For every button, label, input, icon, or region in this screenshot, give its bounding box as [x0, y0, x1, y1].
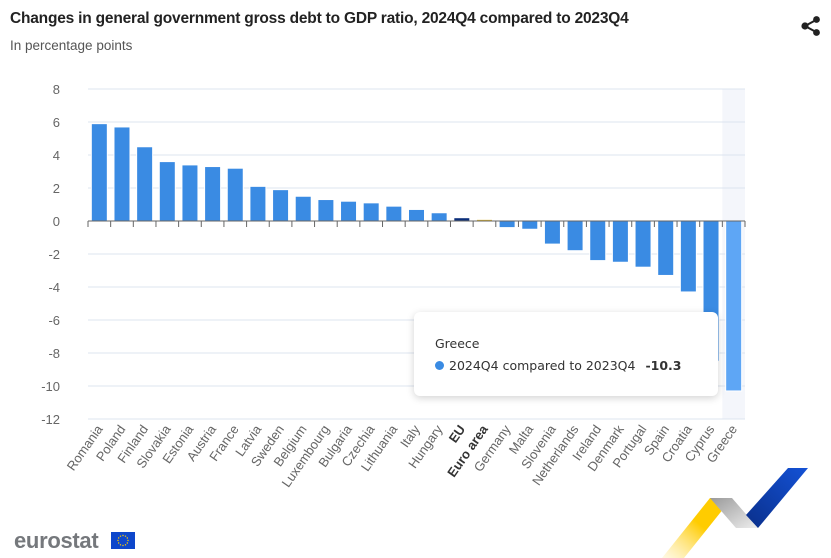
- flag-star: [126, 542, 129, 544]
- chart-subtitle: In percentage points: [10, 38, 133, 53]
- bar-portugal[interactable]: [634, 220, 652, 268]
- bar-greece[interactable]: [725, 220, 743, 392]
- bar-luxembourg[interactable]: [317, 199, 335, 222]
- flag-star: [119, 535, 122, 537]
- bar-spain[interactable]: [657, 220, 675, 276]
- bar-bulgaria[interactable]: [340, 200, 358, 222]
- bar-finland[interactable]: [136, 146, 154, 222]
- y-tick-label: -10: [41, 379, 60, 394]
- bar-latvia[interactable]: [249, 185, 267, 222]
- tooltip-row: 2024Q4 compared to 2023Q4 -10.3: [435, 358, 682, 373]
- flag-star: [122, 534, 124, 537]
- bar-slovakia[interactable]: [158, 161, 176, 222]
- y-tick-label: 4: [53, 148, 60, 163]
- flag-star: [117, 542, 120, 544]
- bar-malta[interactable]: [521, 220, 539, 230]
- flag-star: [117, 539, 119, 542]
- flag-star: [117, 537, 120, 539]
- bar-belgium[interactable]: [294, 195, 312, 222]
- bar-lithuania[interactable]: [385, 205, 403, 222]
- bar-slovenia[interactable]: [543, 220, 561, 245]
- bar-sweden[interactable]: [272, 189, 290, 222]
- share-icon[interactable]: [799, 14, 823, 38]
- bar-italy[interactable]: [408, 208, 425, 222]
- bar-estonia[interactable]: [181, 164, 199, 222]
- y-tick-label: -6: [48, 313, 60, 328]
- y-tick-label: -4: [48, 280, 60, 295]
- bar-netherlands[interactable]: [566, 220, 584, 252]
- y-tick-label: 2: [53, 181, 60, 196]
- bar-denmark[interactable]: [611, 220, 629, 263]
- flag-star: [122, 544, 124, 547]
- eu-flag-icon: [111, 532, 135, 549]
- y-tick-label: 0: [53, 214, 60, 229]
- tooltip-country: Greece: [435, 336, 480, 351]
- bar-poland[interactable]: [113, 126, 131, 222]
- tooltip: Greece 2024Q4 compared to 2023Q4 -10.3: [414, 312, 718, 396]
- bar-romania[interactable]: [90, 123, 108, 222]
- eurostat-logo[interactable]: eurostat: [14, 528, 99, 553]
- series-dot-icon: [435, 361, 444, 370]
- bar-ireland[interactable]: [589, 220, 607, 262]
- tooltip-series-label: 2024Q4 compared to 2023Q4: [449, 358, 636, 373]
- bar-croatia[interactable]: [679, 220, 697, 293]
- decorative-ribbon-icon: [662, 468, 808, 558]
- bar-germany[interactable]: [498, 220, 516, 229]
- y-tick-label: -2: [48, 247, 60, 262]
- flag-star: [119, 544, 122, 546]
- bar-austria[interactable]: [204, 166, 222, 222]
- bar-france[interactable]: [226, 167, 244, 222]
- flag-star: [127, 539, 129, 542]
- flag-star: [126, 537, 129, 539]
- y-tick-label: 6: [53, 115, 60, 130]
- bar-czechia[interactable]: [362, 202, 380, 222]
- y-tick-label: -12: [41, 412, 60, 427]
- flag-star: [124, 535, 127, 537]
- chart-title: Changes in general government gross debt…: [10, 10, 629, 27]
- bar-hungary[interactable]: [430, 212, 448, 222]
- tooltip-value: -10.3: [645, 358, 682, 373]
- y-tick-label: 8: [53, 82, 60, 97]
- y-tick-label: -8: [48, 346, 60, 361]
- flag-star: [124, 544, 127, 546]
